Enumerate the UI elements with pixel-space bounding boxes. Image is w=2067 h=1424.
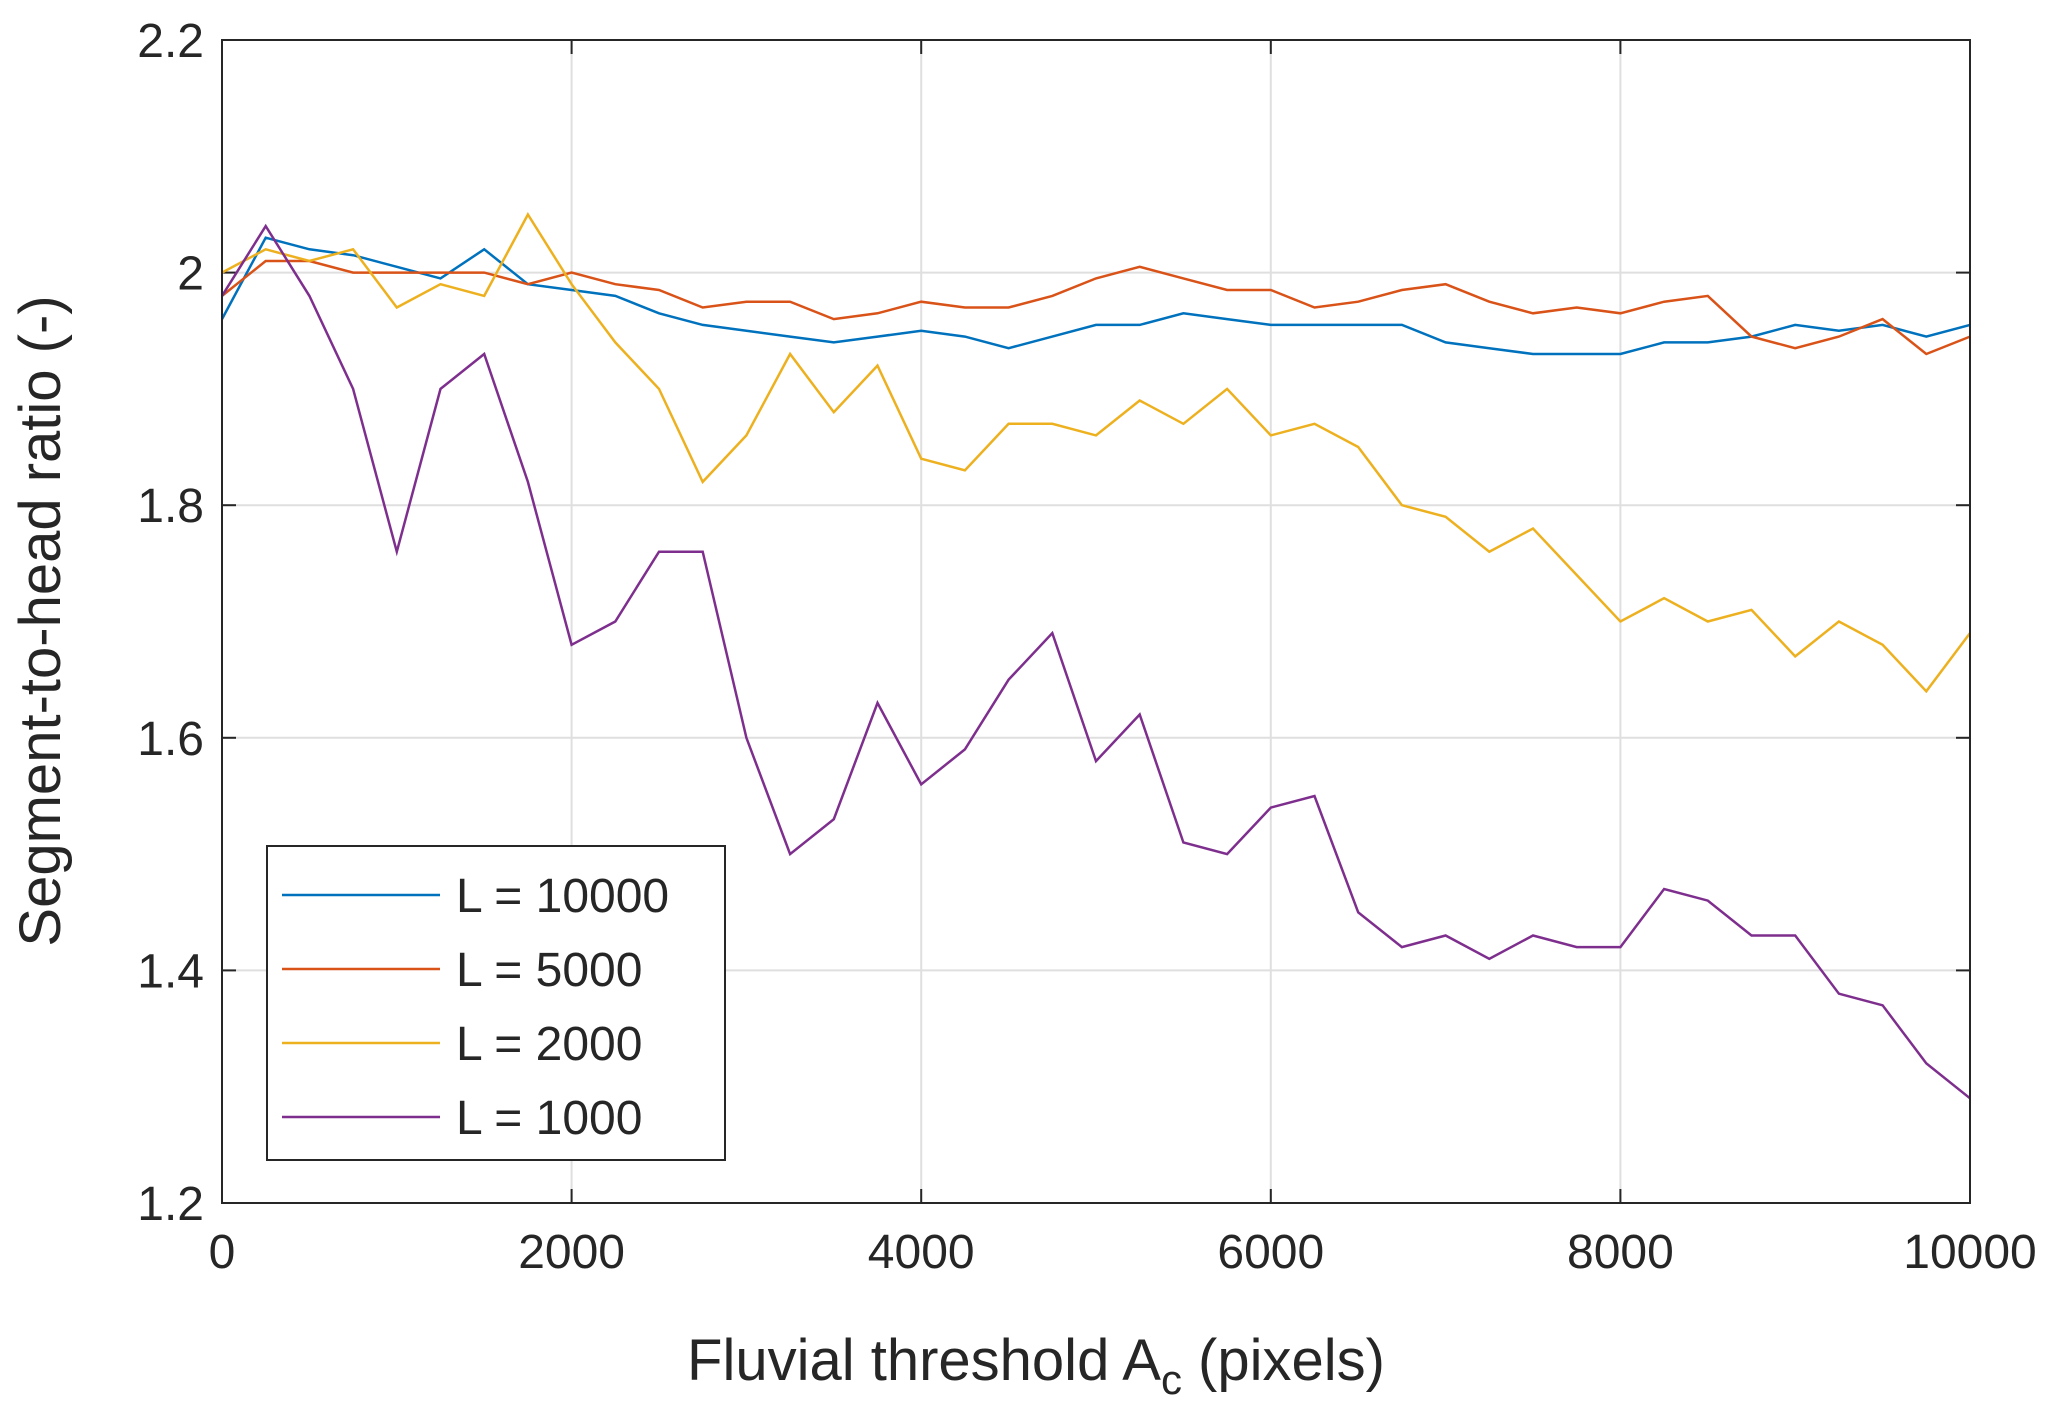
x-label-subscript: c <box>1161 1356 1182 1403</box>
y-tick-label: 1.4 <box>137 945 204 998</box>
y-tick-label: 2 <box>177 248 204 301</box>
x-tick-label: 10000 <box>1903 1226 2036 1279</box>
x-label-main: Fluvial threshold A <box>687 1328 1161 1393</box>
data-line <box>221 212 1971 694</box>
y-axis-label: Segment-to-head ratio (-) <box>8 295 73 946</box>
legend-label: L = 5000 <box>456 944 642 997</box>
y-tick-label: 2.2 <box>137 15 204 68</box>
y-tick-label: 1.6 <box>137 713 204 766</box>
x-label-suffix: (pixels) <box>1182 1328 1385 1393</box>
data-line <box>221 259 1971 356</box>
legend-label: L = 1000 <box>456 1092 642 1145</box>
x-axis-label: Fluvial threshold Ac (pixels) <box>687 1328 1385 1403</box>
x-tick-label: 2000 <box>518 1226 625 1279</box>
x-tick-label: 0 <box>209 1226 236 1279</box>
legend: L = 10000 L = 5000 L = 2000 L = 1000 <box>266 845 726 1161</box>
y-tick-label: 1.2 <box>137 1178 204 1231</box>
legend-box <box>266 845 726 1161</box>
legend-label: L = 10000 <box>456 870 669 923</box>
legend-label: L = 2000 <box>456 1018 642 1071</box>
x-tick-label: 4000 <box>868 1226 975 1279</box>
data-line <box>220 236 1971 356</box>
x-tick-label: 6000 <box>1217 1226 1324 1279</box>
data-line <box>220 223 1971 1100</box>
plot-frame <box>221 39 1971 1204</box>
y-tick-label: 1.8 <box>137 480 204 533</box>
x-tick-label: 8000 <box>1567 1226 1674 1279</box>
